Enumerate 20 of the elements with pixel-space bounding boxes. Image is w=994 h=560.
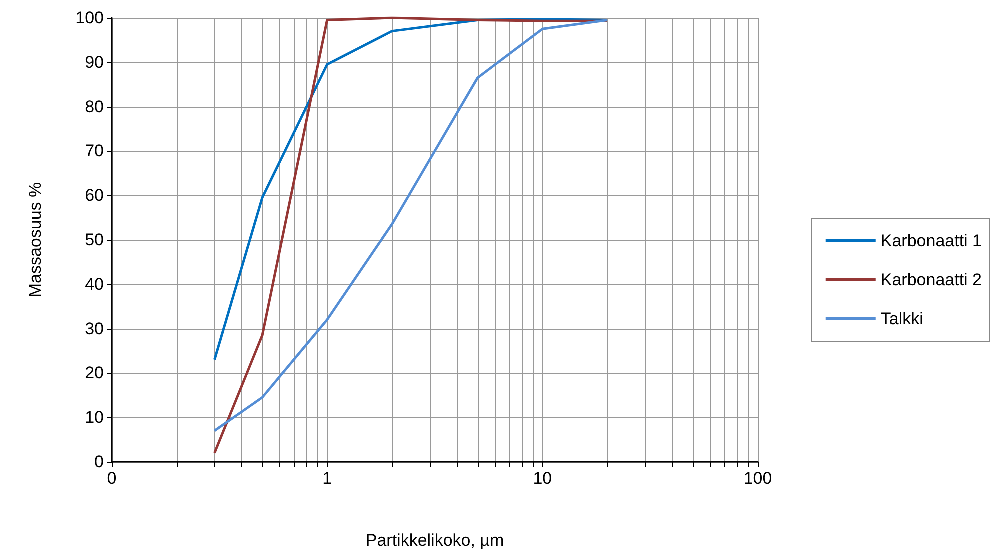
y-tick-label: 60 bbox=[85, 186, 104, 206]
legend-label: Talkki bbox=[880, 310, 924, 328]
x-axis-title: Partikkelikoko, µm bbox=[366, 531, 504, 550]
y-tick-label: 90 bbox=[85, 52, 104, 72]
x-tick-label: 0 bbox=[107, 469, 117, 488]
y-tick-label: 50 bbox=[85, 230, 104, 250]
x-tick-label: 1 bbox=[322, 469, 332, 488]
x-tick-label: 100 bbox=[744, 469, 772, 488]
y-tick-label: 0 bbox=[94, 452, 104, 472]
legend-label: Karbonaatti 2 bbox=[880, 270, 982, 290]
x-tick-label: 10 bbox=[533, 469, 552, 488]
y-tick-label: 40 bbox=[85, 274, 104, 294]
y-axis-title: Massaosuus % bbox=[26, 182, 45, 298]
legend-label: Karbonaatti 1 bbox=[880, 232, 982, 250]
y-tick-label: 20 bbox=[85, 364, 104, 383]
y-tick-label: 30 bbox=[85, 319, 104, 338]
y-tick-label: 70 bbox=[85, 142, 104, 161]
y-tick-label: 10 bbox=[85, 408, 104, 428]
y-tick-label: 80 bbox=[85, 97, 104, 116]
y-tick-label: 100 bbox=[76, 8, 104, 28]
